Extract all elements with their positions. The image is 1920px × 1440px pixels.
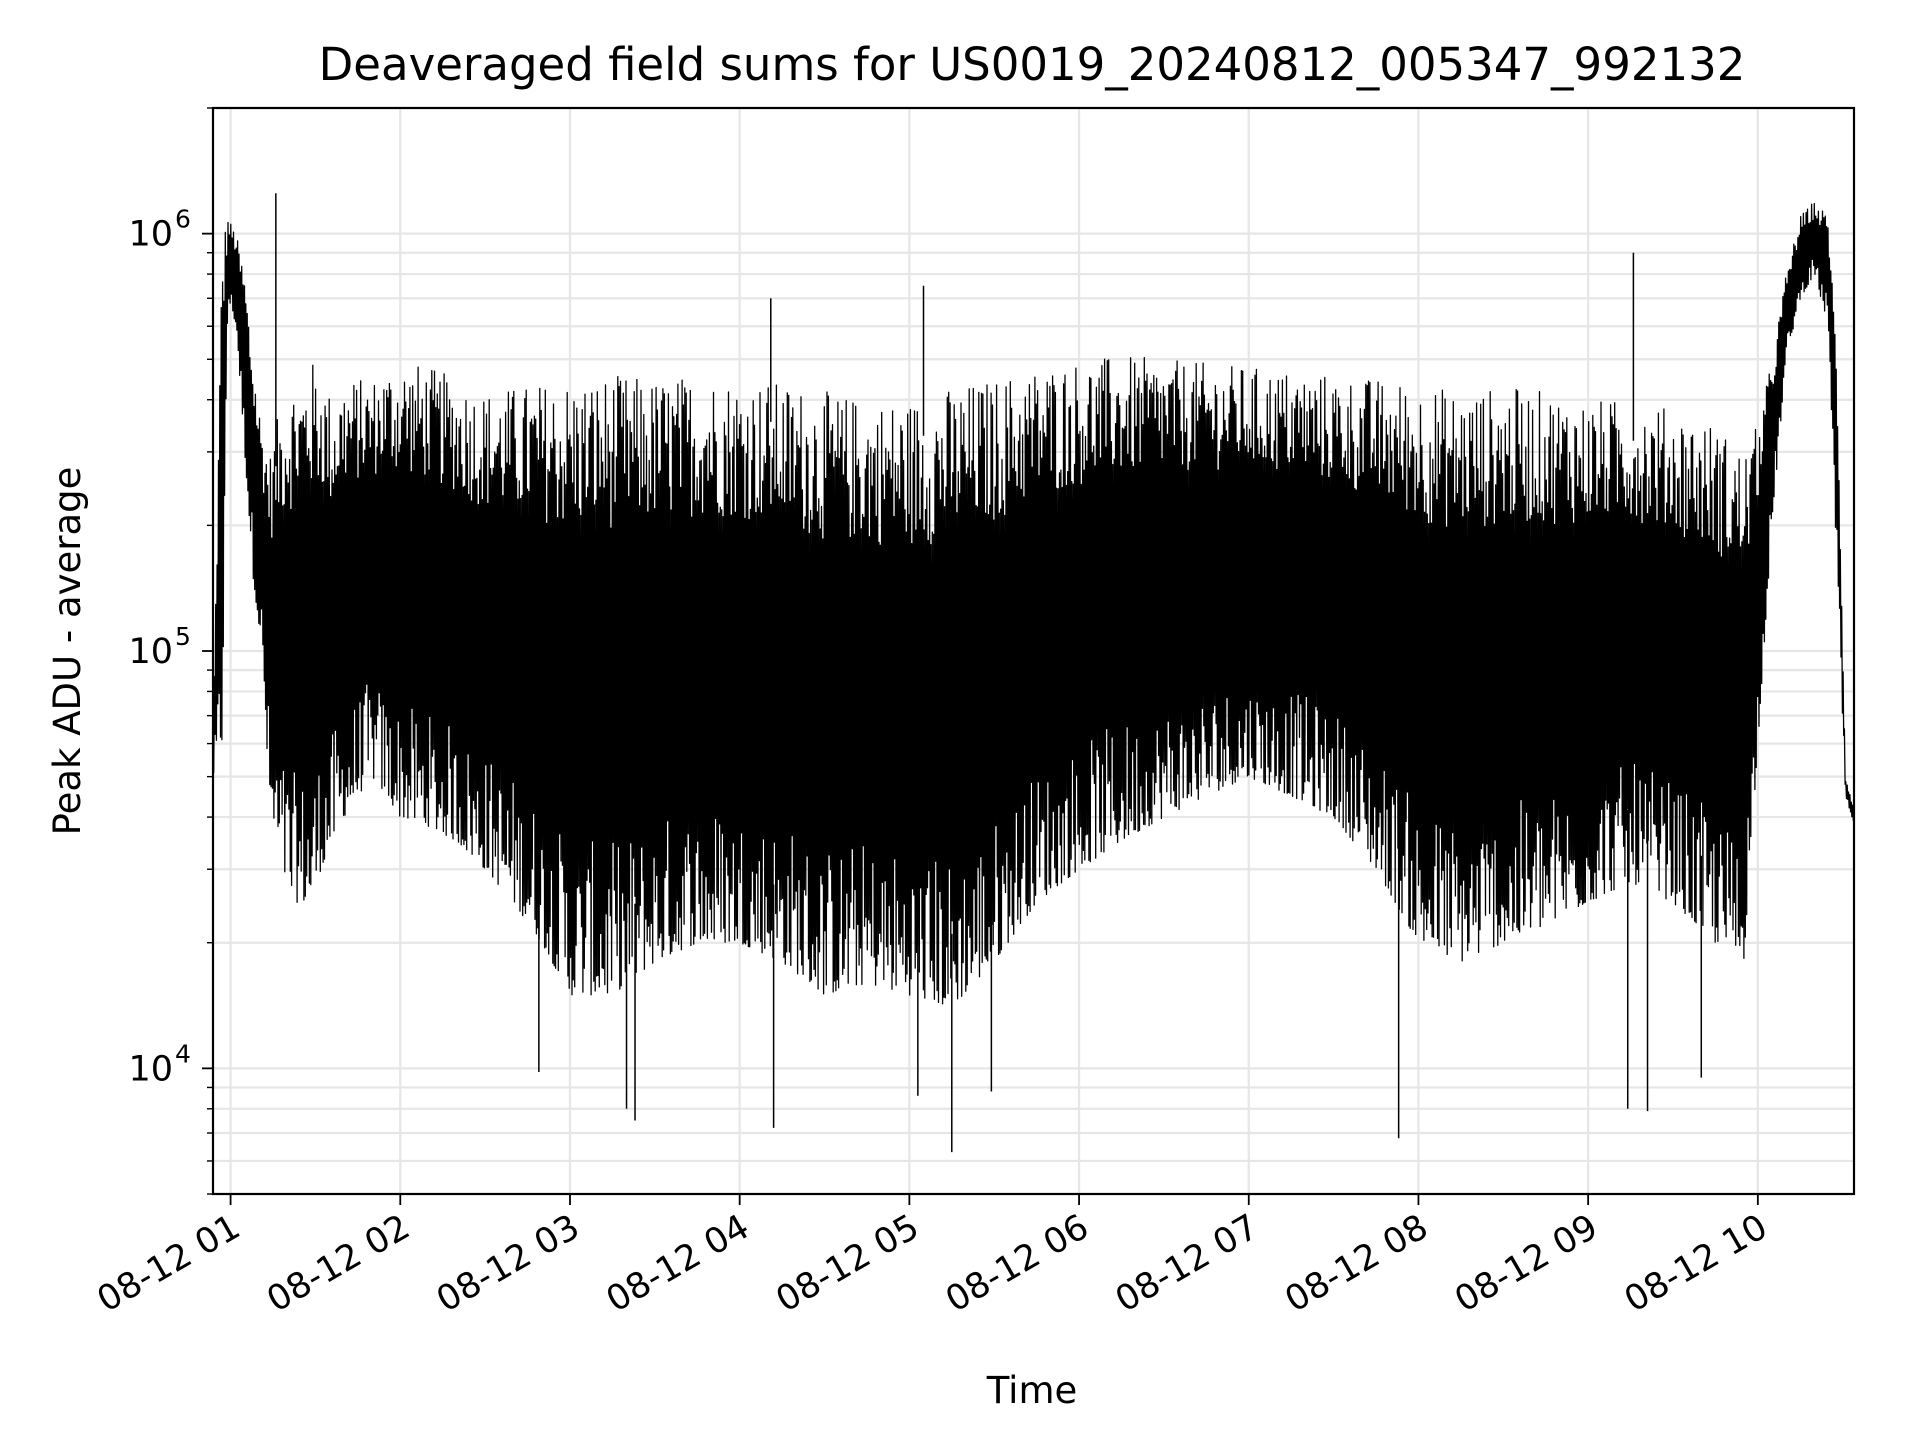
data-series (212, 193, 1855, 1153)
chart-title: Deaveraged field sums for US0019_2024081… (319, 38, 1746, 91)
y-tick-label: 10 (128, 215, 173, 255)
y-tick-exponent: 5 (175, 622, 191, 651)
y-tick-exponent: 4 (175, 1039, 191, 1068)
y-axis-label: Peak ADU - average (46, 467, 89, 836)
x-axis-label: Time (986, 1369, 1078, 1412)
y-tick-label: 10 (128, 1049, 173, 1089)
y-tick-label: 10 (128, 632, 173, 672)
y-tick-exponent: 6 (175, 205, 191, 234)
series-line (212, 202, 1855, 1005)
